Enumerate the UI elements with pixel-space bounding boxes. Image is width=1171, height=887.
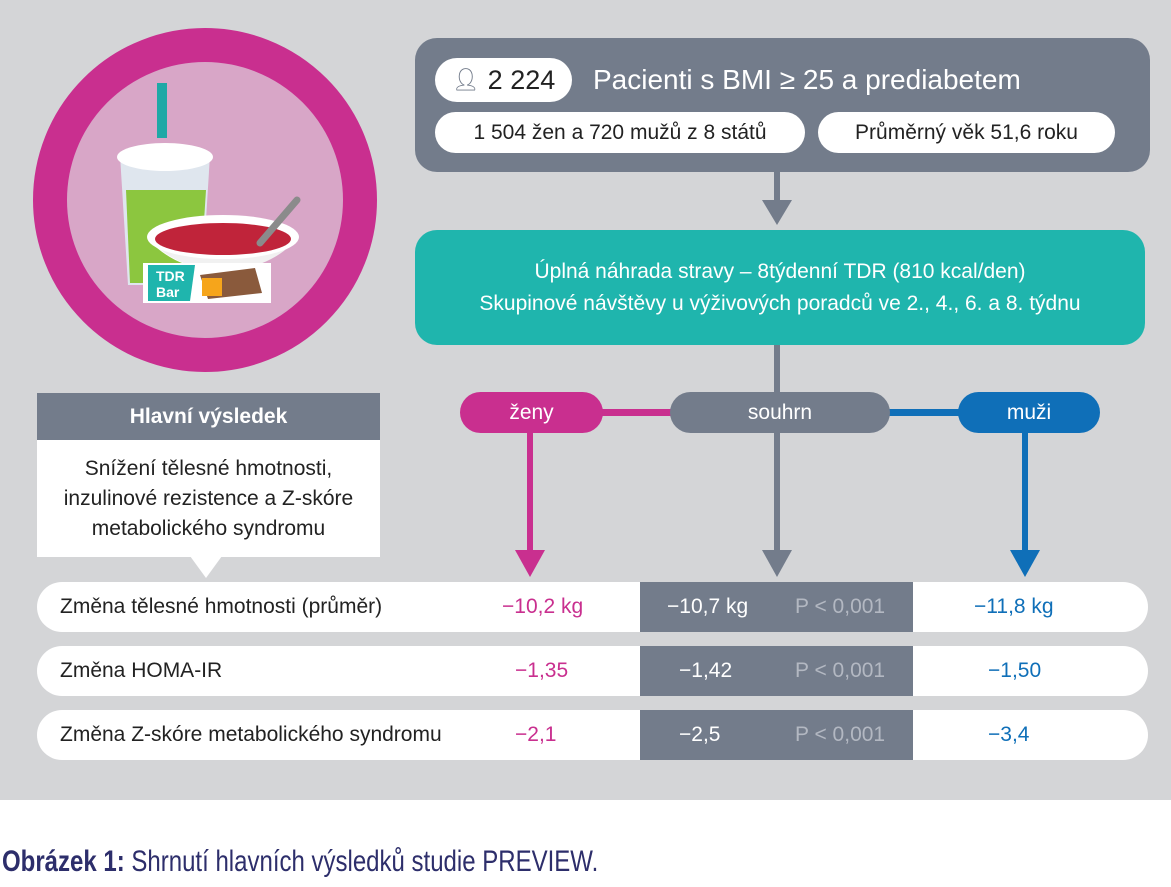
table-row: Změna HOMA-IR −1,35 −1,42 P < 0,001 −1,5… [37, 646, 1148, 696]
summary-cell [640, 646, 913, 696]
men-value: −3,4 [988, 723, 1030, 746]
row-label: Změna HOMA-IR [60, 659, 223, 682]
p-value: P < 0,001 [795, 723, 886, 746]
svg-text:Bar: Bar [156, 284, 180, 300]
main-result-title: Hlavní výsledek [37, 393, 380, 440]
sex-country-detail: 1 504 žen a 720 mužů z 8 států [435, 112, 805, 153]
group-women: ženy [460, 392, 603, 433]
table-row: Změna Z-skóre metabolického syndromu −2,… [37, 710, 1148, 760]
intervention-box: Úplná náhrada stravy – 8týdenní TDR (810… [415, 230, 1145, 345]
arrow-down-icon [1010, 550, 1040, 577]
summary-value: −2,5 [679, 723, 721, 746]
arrow-down-icon [762, 550, 792, 577]
caption-prefix: Obrázek 1: [2, 845, 125, 878]
women-value: −1,35 [515, 659, 569, 682]
meal-replacement-illustration: TDR Bar [33, 28, 377, 372]
intervention-line-1: Úplná náhrada stravy – 8týdenní TDR (810… [534, 259, 1026, 283]
patient-count-badge: 👤︎ 2 224 [435, 58, 572, 102]
row-label: Změna Z-skóre metabolického syndromu [60, 723, 442, 746]
svg-text:TDR: TDR [156, 268, 185, 284]
flow-line-women [527, 433, 533, 553]
p-value: P < 0,001 [795, 659, 886, 682]
group-men: muži [958, 392, 1100, 433]
men-value: −1,50 [988, 659, 1042, 682]
summary-cell [640, 582, 913, 632]
women-value: −2,1 [515, 723, 557, 746]
caption-text: Shrnutí hlavních výsledků studie PREVIEW… [124, 845, 599, 878]
connector-women [600, 409, 675, 416]
population-title: Pacienti s BMI ≥ 25 a prediabetem [593, 64, 1021, 95]
p-value: P < 0,001 [795, 595, 886, 618]
summary-cell [640, 710, 913, 760]
figure-caption: Obrázek 1: Shrnutí hlavních výsledků stu… [2, 845, 598, 879]
flow-line [774, 345, 780, 395]
women-value: −10,2 kg [502, 595, 584, 618]
callout-tail [190, 556, 222, 578]
summary-value: −10,7 kg [667, 595, 749, 618]
patient-count: 2 224 [487, 64, 556, 95]
intervention-line-2: Skupinové návštěvy u výživových poradců … [479, 291, 1081, 315]
summary-value: −1,42 [679, 659, 733, 682]
main-result-text: Snížení tělesné hmotnosti, inzulinové re… [37, 440, 380, 557]
group-summary: souhrn [670, 392, 890, 433]
connector-men [888, 409, 963, 416]
arrow-down-icon [762, 200, 792, 225]
flow-line-summary [774, 433, 780, 553]
person-icon: 👤︎ [451, 67, 480, 92]
table-row: Změna tělesné hmotnosti (průměr) −10,2 k… [37, 582, 1148, 632]
flow-line [774, 172, 780, 202]
men-value: −11,8 kg [974, 595, 1054, 618]
population-box: 👤︎ 2 224 Pacienti s BMI ≥ 25 a prediabete… [415, 38, 1150, 172]
row-label: Změna tělesné hmotnosti (průměr) [60, 595, 383, 618]
flow-line-men [1022, 433, 1028, 553]
arrow-down-icon [515, 550, 545, 577]
mean-age-detail: Průměrný věk 51,6 roku [818, 112, 1115, 153]
